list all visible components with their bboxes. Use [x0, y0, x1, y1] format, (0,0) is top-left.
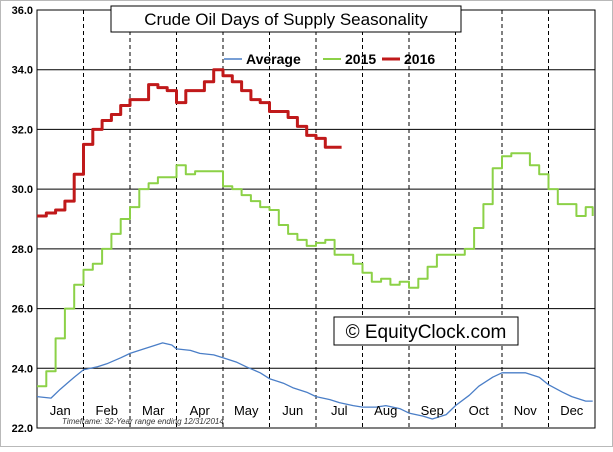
x-tick-label: Sep — [421, 403, 444, 418]
y-tick-label: 22.0 — [12, 423, 33, 435]
x-tick-label: Oct — [469, 403, 490, 418]
x-tick-label: Feb — [96, 403, 118, 418]
chart-title: Crude Oil Days of Supply Seasonality — [144, 10, 428, 29]
x-tick-label: Jan — [50, 403, 71, 418]
legend: Average 2015 2016 — [224, 51, 435, 67]
x-tick-label: Dec — [560, 403, 584, 418]
y-tick-label: 36.0 — [12, 5, 33, 17]
series-line-average — [36, 342, 593, 420]
x-tick-label: Aug — [374, 403, 397, 418]
y-tick-label: 24.0 — [12, 363, 33, 375]
watermark: © EquityClock.com — [346, 322, 507, 343]
x-tick-label: Nov — [514, 403, 538, 418]
legend-label-2016: 2016 — [404, 51, 435, 67]
watermark-border — [333, 316, 519, 346]
legend-label-2015: 2015 — [345, 51, 376, 67]
y-tick-label: 32.0 — [12, 124, 33, 136]
chart-title-box: Crude Oil Days of Supply Seasonality — [110, 5, 462, 33]
legend-label-average: Average — [246, 51, 301, 67]
x-tick-label: Jun — [282, 403, 303, 418]
x-tick-label: Apr — [190, 403, 211, 418]
x-tick-label: Mar — [142, 403, 165, 418]
y-axis: 22.0 24.0 26.0 28.0 30.0 32.0 34.0 36.0 — [12, 5, 33, 435]
series-layer — [36, 68, 594, 420]
series-line-2016 — [37, 68, 342, 218]
x-tick-label: Jul — [331, 403, 348, 418]
y-tick-label: 26.0 — [12, 304, 33, 316]
title-border — [110, 5, 462, 33]
y-tick-label: 34.0 — [12, 65, 33, 77]
series-line-2015 — [37, 152, 594, 388]
footnote: Timeframe: 32-Year range ending 12/31/20… — [62, 417, 224, 426]
x-tick-label: May — [234, 403, 259, 418]
y-tick-label: 30.0 — [12, 184, 33, 196]
x-axis: Jan Feb Mar Apr May Jun Jul Aug Sep Oct Nov Dec — [50, 403, 584, 418]
grid-layer — [37, 10, 595, 428]
watermark-box: © EquityClock.com — [333, 316, 519, 346]
y-tick-label: 28.0 — [12, 244, 33, 256]
